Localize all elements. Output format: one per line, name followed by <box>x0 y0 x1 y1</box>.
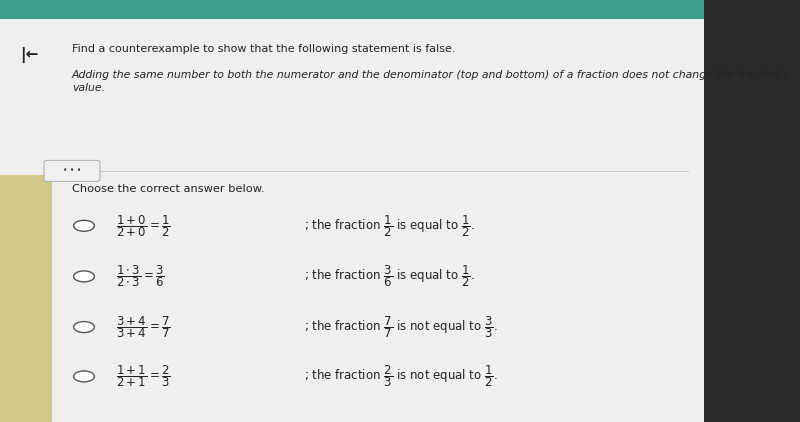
Text: ; the fraction $\dfrac{7}{7}$ is not equal to $\dfrac{3}{3}$.: ; the fraction $\dfrac{7}{7}$ is not equ… <box>304 314 498 340</box>
Circle shape <box>74 322 94 333</box>
FancyBboxPatch shape <box>44 160 100 181</box>
Bar <box>0 0 704 422</box>
Bar <box>0 175 52 422</box>
Circle shape <box>74 220 94 231</box>
Text: |←: |← <box>20 47 38 63</box>
Text: $\dfrac{1+0}{2+0} = \dfrac{1}{2}$: $\dfrac{1+0}{2+0} = \dfrac{1}{2}$ <box>116 213 170 238</box>
Text: • • •: • • • <box>63 166 81 176</box>
Text: Adding the same number to both the numerator and the denominator (top and bottom: Adding the same number to both the numer… <box>72 70 790 93</box>
Text: $\dfrac{1+1}{2+1} = \dfrac{2}{3}$: $\dfrac{1+1}{2+1} = \dfrac{2}{3}$ <box>116 364 170 389</box>
Text: $\dfrac{3+4}{3+4} = \dfrac{7}{7}$: $\dfrac{3+4}{3+4} = \dfrac{7}{7}$ <box>116 314 170 340</box>
Circle shape <box>74 371 94 382</box>
Text: ; the fraction $\dfrac{1}{2}$ is equal to $\dfrac{1}{2}$.: ; the fraction $\dfrac{1}{2}$ is equal t… <box>304 213 474 238</box>
Text: Find a counterexample to show that the following statement is false.: Find a counterexample to show that the f… <box>72 44 455 54</box>
Circle shape <box>74 271 94 282</box>
Bar <box>0 0 704 19</box>
Text: ; the fraction $\dfrac{2}{3}$ is not equal to $\dfrac{1}{2}$.: ; the fraction $\dfrac{2}{3}$ is not equ… <box>304 364 498 389</box>
Text: ; the fraction $\dfrac{3}{6}$ is equal to $\dfrac{1}{2}$.: ; the fraction $\dfrac{3}{6}$ is equal t… <box>304 264 474 289</box>
Text: Choose the correct answer below.: Choose the correct answer below. <box>72 184 265 194</box>
Text: $\dfrac{1 \cdot 3}{2 \cdot 3} = \dfrac{3}{6}$: $\dfrac{1 \cdot 3}{2 \cdot 3} = \dfrac{3… <box>116 264 165 289</box>
